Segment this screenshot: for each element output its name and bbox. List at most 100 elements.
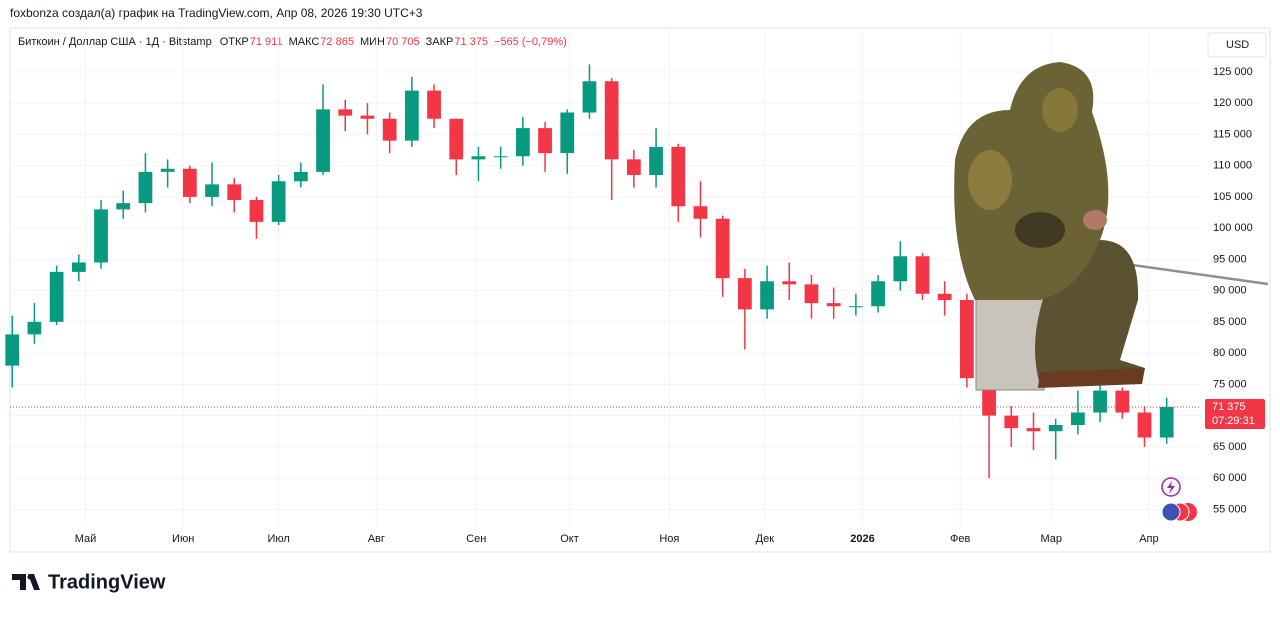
candle-body — [94, 209, 108, 263]
candle-body — [760, 281, 774, 310]
candle-body — [893, 256, 908, 282]
candle-body — [271, 181, 286, 222]
candle-body — [5, 334, 20, 366]
ohlc-value: 70 705 — [386, 36, 420, 48]
ohlc-name: МИН — [360, 36, 385, 48]
candle-body — [116, 203, 131, 210]
candle-body — [626, 159, 641, 175]
candle-body — [205, 184, 219, 197]
change: −565 (−0,79%) — [494, 36, 567, 48]
x-tick-label: Мар — [1040, 533, 1062, 545]
candle-body — [582, 81, 597, 113]
candle-body — [715, 218, 730, 279]
candle-body — [27, 321, 42, 335]
candle-body — [826, 303, 841, 307]
box — [975, 297, 1045, 391]
currency-button[interactable] — [1207, 32, 1267, 58]
candle-body — [1004, 415, 1019, 429]
candle-body — [1093, 390, 1107, 413]
y-tick-label: 90 000 — [1213, 285, 1247, 297]
boots — [1038, 368, 1145, 388]
x-tick-label: Сен — [466, 533, 486, 545]
frame — [9, 27, 1271, 553]
ohlc-name: ЗАКР — [426, 36, 454, 48]
candle-body — [1071, 412, 1085, 425]
candle-body — [693, 206, 708, 219]
symbol: Биткоин / Доллар США · 1Д · Bitstamp — [18, 36, 212, 48]
last-price-box — [1205, 399, 1265, 430]
candle-body — [138, 171, 153, 204]
candle-body — [71, 262, 86, 272]
ohlc-value: 71 911 — [250, 36, 283, 48]
x-tick-label: Апр — [1139, 533, 1158, 545]
candle-body — [493, 156, 508, 158]
x-tick-label: Окт — [560, 533, 579, 545]
hand — [1083, 210, 1107, 230]
y-tick-label: 80 000 — [1213, 347, 1247, 359]
candle-body — [871, 281, 885, 307]
y-tick-label: 60 000 — [1213, 472, 1247, 484]
camo — [968, 150, 1012, 210]
candle-body — [249, 200, 264, 222]
candle-body — [316, 109, 330, 172]
x-tick-label: Июл — [267, 533, 289, 545]
brand: TradingView — [12, 571, 166, 593]
candle-body — [338, 109, 353, 116]
candle-body — [804, 284, 819, 304]
countdown: 07:29:31 — [1212, 415, 1255, 427]
candle-body — [960, 300, 974, 379]
candle-body — [471, 156, 486, 160]
caption: foxbonza создал(а) график на TradingView… — [10, 6, 423, 20]
candle-body — [649, 146, 663, 175]
y-tick-label: 120 000 — [1213, 97, 1253, 109]
candle-body — [538, 128, 552, 154]
candle-body — [293, 171, 308, 182]
x-tick-label: 2026 — [850, 533, 874, 545]
candle-body — [1137, 412, 1152, 438]
fishing-rod — [1124, 262, 1269, 286]
ohlc-name: МАКС — [289, 36, 320, 48]
candle-body — [782, 281, 797, 285]
y-tick-label: 125 000 — [1213, 66, 1253, 78]
candle-body — [848, 306, 863, 308]
y-tick-label: 85 000 — [1213, 316, 1247, 328]
y-tick-label: 100 000 — [1213, 222, 1253, 234]
ohlc-value: 72 865 — [320, 36, 354, 48]
currency[interactable]: USD — [1226, 39, 1249, 51]
brand-logo — [27, 574, 33, 580]
y-tick-label: 110 000 — [1213, 160, 1252, 172]
candle-body — [49, 271, 64, 322]
camo — [1015, 212, 1065, 248]
ohlc-value: 71 375 — [454, 36, 488, 48]
candle-body — [515, 128, 530, 157]
last-price-label: 71 375 — [1212, 401, 1246, 413]
candle-body — [560, 112, 575, 154]
candle-body — [915, 256, 930, 294]
candle-body — [182, 168, 197, 197]
candle-body — [1159, 407, 1174, 438]
brand-name: TradingView — [48, 571, 166, 593]
candle-body — [160, 168, 175, 172]
x-tick-label: Июн — [172, 533, 194, 545]
y-tick-label: 65 000 — [1213, 441, 1247, 453]
x-tick-label: Май — [75, 533, 97, 545]
y-tick-label: 95 000 — [1213, 253, 1247, 265]
candle-body — [937, 293, 952, 300]
x-tick-label: Ноя — [659, 533, 679, 545]
candle-body — [1026, 428, 1041, 432]
x-tick-label: Фев — [950, 533, 970, 545]
candle-body — [382, 118, 397, 141]
event-icon[interactable] — [1161, 502, 1181, 522]
candle-body — [227, 184, 242, 200]
candle-body — [737, 278, 752, 310]
candle-body — [449, 118, 464, 160]
legend: Биткоин / Доллар США · 1Д · Bitstamp ОТКР… — [18, 36, 567, 48]
camo — [1042, 88, 1078, 132]
candle-body — [671, 146, 686, 207]
candle-body — [427, 90, 441, 119]
y-tick-label: 105 000 — [1213, 191, 1253, 203]
y-tick-label: 75 000 — [1213, 378, 1247, 390]
candle-body — [604, 81, 619, 160]
